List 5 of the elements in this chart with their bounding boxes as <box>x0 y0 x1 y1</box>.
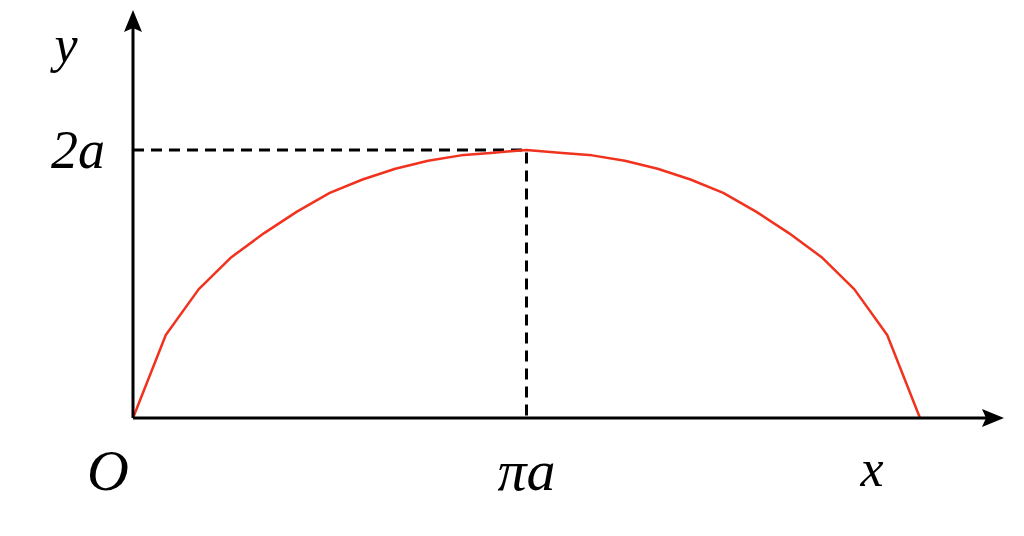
y-axis-title: y <box>49 16 79 73</box>
text: πa <box>497 438 556 503</box>
text: 2a <box>51 120 105 180</box>
x-axis-title: x <box>859 440 884 497</box>
text: O <box>87 438 129 503</box>
